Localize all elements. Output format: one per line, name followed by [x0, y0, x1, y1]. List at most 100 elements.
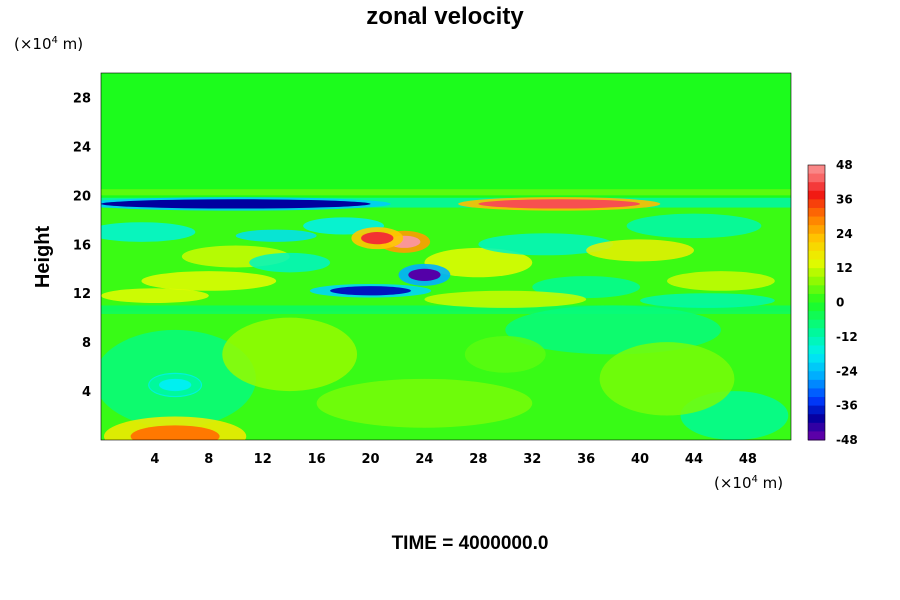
- velocity-field: [101, 189, 791, 440]
- feature-negative-core: [408, 268, 441, 281]
- wave-patch: [424, 247, 533, 278]
- colorbar-cell: [808, 242, 825, 252]
- wave-patch: [532, 276, 641, 299]
- lower-patch: [505, 305, 721, 355]
- x-tick-label: 48: [739, 452, 757, 467]
- wave-patch: [101, 288, 209, 303]
- colorbar-cell: [808, 405, 825, 415]
- colorbar-tick-label: 0: [836, 296, 844, 310]
- feature-negative-patch: [158, 378, 192, 392]
- colorbar-tick-label: -36: [836, 399, 858, 413]
- wave-patch: [249, 252, 331, 273]
- colorbar-ticks: 48 36 24 12 0 -12 -24 -36 -48: [836, 158, 858, 447]
- plot-frame: [100, 72, 792, 441]
- chart-title: zonal velocity: [366, 3, 524, 30]
- colorbar-cell: [808, 302, 825, 312]
- y-tick-label: 28: [73, 91, 91, 106]
- colorbar-tick-label: -48: [836, 433, 858, 447]
- wave-patch: [101, 222, 196, 242]
- colorbar-cell: [808, 207, 825, 218]
- colorbar-cell: [808, 216, 825, 226]
- y-tick-label: 24: [73, 140, 91, 155]
- colorbar-tick-label: 24: [836, 227, 853, 241]
- colorbar-cell: [808, 293, 825, 303]
- wave-patch: [141, 271, 277, 291]
- x-tick-label: 4: [150, 452, 159, 467]
- colorbar-cell: [808, 431, 825, 441]
- x-tick-label: 24: [415, 452, 433, 467]
- y-tick-label: 16: [73, 238, 91, 253]
- jet-shear-band: [101, 197, 791, 208]
- colorbar: [807, 164, 826, 441]
- x-axis-ticks: 4 8 12 16 20 24 28 32 36 40 44 48: [150, 452, 757, 467]
- x-tick-label: 40: [631, 452, 649, 467]
- colorbar-cell: [808, 276, 825, 286]
- colorbar-cell: [808, 379, 825, 389]
- wave-patch: [478, 233, 614, 256]
- tropopause-band: [101, 305, 791, 314]
- time-caption: TIME = 4000000.0: [392, 533, 549, 554]
- colorbar-tick-label: -12: [836, 330, 858, 344]
- wave-patch: [235, 229, 317, 242]
- x-tick-label: 28: [469, 452, 487, 467]
- colorbar-cell: [808, 397, 825, 407]
- x-axis-unit: (×104 m): [714, 474, 783, 492]
- colorbar-cell: [808, 190, 825, 200]
- y-tick-label: 4: [82, 385, 91, 400]
- colorbar-cell: [808, 233, 825, 243]
- colorbar-tick-label: -24: [836, 364, 858, 378]
- colorbar-cell: [808, 345, 825, 355]
- colorbar-cell: [808, 311, 825, 321]
- feature-eastward-jet: [478, 199, 641, 209]
- feature-positive-core: [361, 232, 394, 245]
- wave-patch: [586, 239, 694, 262]
- colorbar-cell: [808, 371, 825, 381]
- colorbar-tick-label: 48: [836, 158, 853, 172]
- colorbar-cell: [808, 268, 825, 278]
- colorbar-tick-label: 12: [836, 261, 853, 275]
- x-tick-label: 16: [308, 452, 326, 467]
- colorbar-frame: [807, 164, 826, 441]
- feature-surface-maximum: [130, 425, 220, 440]
- wave-patch: [424, 290, 587, 308]
- colorbar-cell: [808, 182, 825, 192]
- colorbar-cell: [808, 199, 825, 209]
- colorbar-cell: [808, 173, 825, 183]
- y-axis-label: Height: [32, 226, 54, 289]
- y-axis-unit: (×104 m): [14, 35, 83, 53]
- colorbar-tick-label: 36: [836, 192, 853, 206]
- x-tick-label: 8: [204, 452, 213, 467]
- lower-patch: [464, 336, 546, 373]
- colorbar-cell: [808, 362, 825, 372]
- wave-patch: [667, 271, 775, 291]
- heatmap-plot-area: [100, 72, 792, 441]
- colorbar-cell: [808, 319, 825, 329]
- x-tick-label: 44: [685, 452, 703, 467]
- feature-westward-jet: [101, 199, 371, 209]
- y-tick-label: 12: [73, 287, 91, 302]
- colorbar-cell: [808, 354, 825, 364]
- colorbar-cell: [808, 259, 825, 269]
- colorbar-cell: [808, 336, 825, 346]
- feature-negative-streak: [330, 286, 411, 296]
- colorbar-cell: [808, 165, 825, 175]
- colorbar-cell: [808, 225, 825, 235]
- colorbar-cell: [808, 328, 825, 338]
- x-tick-label: 20: [361, 452, 379, 467]
- colorbar-cell: [808, 250, 825, 261]
- y-tick-label: 8: [82, 336, 91, 351]
- lower-patch: [316, 378, 533, 428]
- x-tick-label: 32: [523, 452, 541, 467]
- wave-patch: [626, 213, 762, 239]
- colorbar-cell: [808, 414, 825, 424]
- x-tick-label: 36: [577, 452, 595, 467]
- colorbar-cell: [808, 285, 825, 295]
- x-tick-label: 12: [254, 452, 272, 467]
- lower-patch: [222, 317, 358, 392]
- y-axis-ticks: 4 8 12 16 20 24 28: [73, 91, 91, 400]
- lower-patch: [599, 342, 735, 416]
- upper-boundary-band: [101, 189, 791, 196]
- wave-patch: [640, 293, 775, 308]
- y-tick-label: 20: [73, 189, 91, 204]
